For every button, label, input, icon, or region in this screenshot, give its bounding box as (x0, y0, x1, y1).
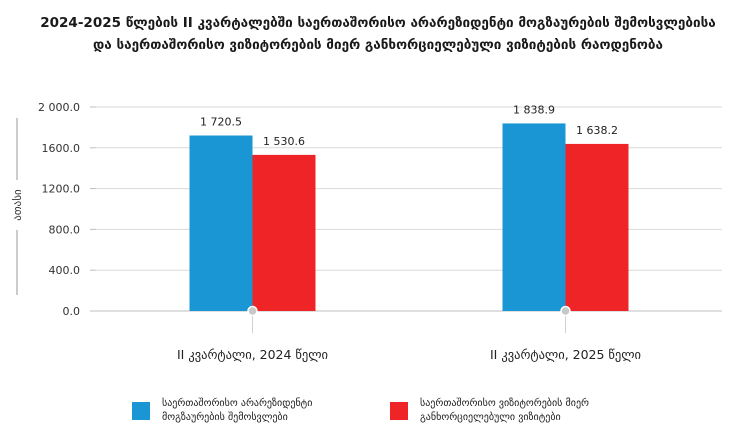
data-label: 1 720.5 (200, 116, 242, 129)
y-tick-label: 800.0 (49, 223, 81, 236)
data-label: 1 530.6 (263, 135, 305, 148)
legend-item-series-1: საერთაშორისო არარეზიდენტი მოგზაურების შე… (132, 397, 362, 425)
bar (565, 143, 629, 311)
x-tick-label: II კვარტალი, 2025 წელი (490, 347, 641, 362)
legend-swatch-series-1 (132, 402, 150, 420)
y-tick-label: 0.0 (63, 305, 81, 318)
data-label: 1 838.9 (513, 103, 555, 116)
legend-label-series-2: საერთაშორისო ვიზიტორების მიერ განხორციელ… (420, 398, 589, 423)
y-axis-label: ათასი (11, 189, 24, 221)
y-tick-label: 1600.0 (42, 142, 81, 155)
chart-title: 2024-2025 წლების II კვარტალებში საერთაშო… (40, 15, 716, 53)
y-tick-label: 1200.0 (42, 183, 81, 196)
legend-swatch-series-2 (390, 402, 408, 420)
legend-item-series-2: საერთაშორისო ვიზიტორების მიერ განხორციელ… (390, 397, 620, 425)
category-marker (560, 305, 571, 317)
bar (252, 154, 316, 311)
category-marker (247, 305, 258, 317)
data-label: 1 638.2 (576, 124, 618, 137)
y-tick-label: 2 000.0 (38, 101, 80, 114)
bar (189, 135, 253, 311)
legend-label-series-1: საერთაშორისო არარეზიდენტი მოგზაურების შე… (162, 398, 313, 423)
x-tick-label: II კვარტალი, 2024 წელი (177, 347, 328, 362)
bar (502, 123, 566, 312)
y-tick-label: 400.0 (49, 264, 81, 277)
